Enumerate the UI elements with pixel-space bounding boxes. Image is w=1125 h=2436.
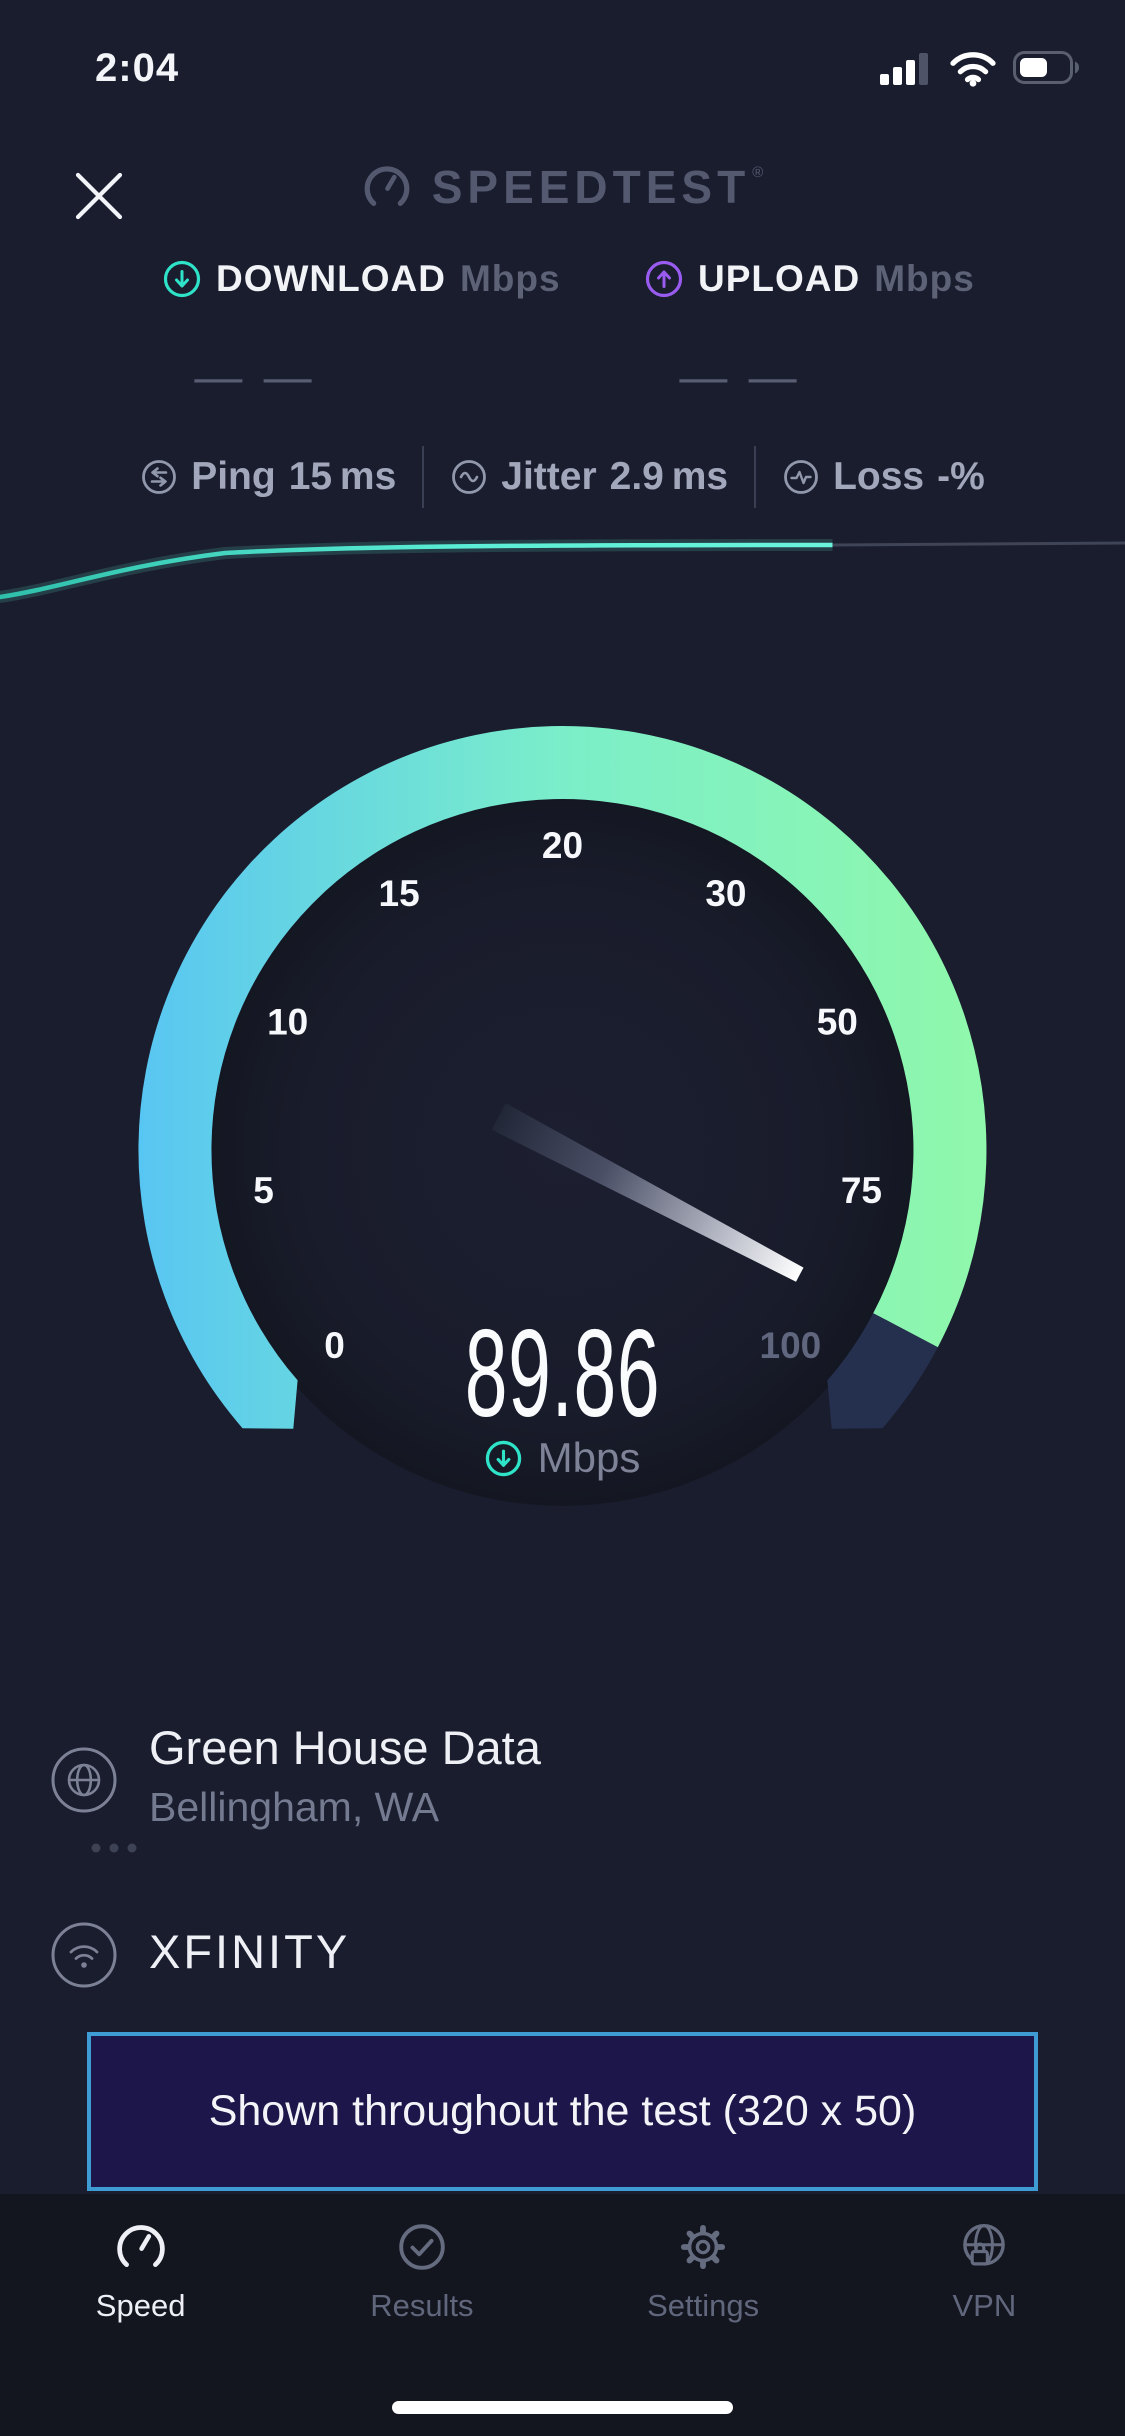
server-location: Bellingham, WA [149, 1784, 440, 1830]
ping-metric: Ping 15 ms [140, 455, 396, 499]
upload-header: UPLOAD Mbps [644, 258, 975, 300]
upload-arrow-icon [645, 260, 683, 298]
server-name: Green House Data [149, 1721, 541, 1774]
gauge-tick-15: 15 [379, 873, 420, 914]
download-value-placeholder: — — [194, 351, 316, 404]
gauge-tick-5: 5 [253, 1170, 274, 1211]
tab-results[interactable]: Results [281, 2194, 562, 2436]
vpn-globe-lock-icon [963, 2223, 1006, 2266]
server-globe-icon [51, 1747, 117, 1813]
tab-bar: Speed Results [0, 2194, 1125, 2436]
loss-icon [784, 460, 818, 494]
separator [422, 446, 425, 508]
jitter-icon [452, 460, 487, 494]
separator [754, 446, 757, 508]
gauge-tick-labels: 0 5 10 15 20 30 50 75 100 [253, 825, 882, 1366]
speed-gauge-icon [116, 2225, 165, 2268]
upload-label: UPLOAD [698, 258, 861, 299]
progress-sparkline [0, 539, 1125, 603]
close-icon[interactable] [74, 172, 124, 220]
loss-value: -% [937, 455, 985, 498]
upload-value-placeholder: — — [679, 351, 801, 404]
server-options-ellipsis-icon[interactable] [88, 1840, 142, 1856]
gauge-tick-75: 75 [841, 1170, 882, 1211]
ad-banner-text: Shown throughout the test (320 x 50) [208, 2087, 917, 2135]
battery-icon [1013, 51, 1079, 84]
ping-label: Ping [191, 455, 276, 498]
status-time: 2:04 [95, 46, 180, 90]
results-check-icon [399, 2224, 445, 2270]
home-indicator[interactable] [392, 2401, 733, 2414]
download-arrow-icon [485, 1440, 521, 1476]
speed-gauge: 0 5 10 15 20 30 50 75 100 [138, 725, 987, 1506]
isp-wifi-icon [51, 1922, 117, 1988]
speed-graph-and-gauge: 0 5 10 15 20 30 50 75 100 [0, 539, 1125, 1506]
download-header: DOWNLOAD Mbps [162, 258, 561, 300]
tab-settings[interactable]: Settings [563, 2194, 844, 2436]
tab-speed[interactable]: Speed [0, 2194, 281, 2436]
download-label: DOWNLOAD [216, 258, 446, 299]
tab-vpn[interactable]: VPN [844, 2194, 1125, 2436]
gauge-arc-remainder [827, 1313, 938, 1429]
jitter-metric: Jitter 2.9 ms [450, 455, 728, 499]
gauge-tick-0: 0 [324, 1325, 345, 1366]
loss-metric: Loss -% [782, 455, 985, 499]
gauge-tick-50: 50 [817, 1002, 858, 1043]
tab-label: VPN [952, 2288, 1017, 2323]
current-speed-unit: Mbps [537, 1434, 641, 1481]
gauge-tick-100: 100 [760, 1325, 822, 1366]
status-icons [879, 48, 1083, 88]
ping-icon [142, 460, 177, 494]
gauge-tick-10: 10 [267, 1002, 308, 1043]
gauge-tick-20: 20 [542, 825, 583, 866]
jitter-value: 2.9 ms [609, 455, 729, 498]
tab-label: Results [370, 2288, 474, 2323]
jitter-label: Jitter [501, 455, 597, 498]
upload-unit: Mbps [874, 258, 975, 299]
current-speed-unit-row: Mbps [0, 1434, 1125, 1482]
speedtest-logo: SPEEDTEST ® [0, 160, 1125, 214]
ad-banner[interactable]: Shown throughout the test (320 x 50) [87, 2032, 1038, 2191]
wifi-icon [950, 52, 996, 87]
current-speed-value: 89.86 [464, 1305, 661, 1443]
speedtest-gauge-icon [364, 166, 410, 206]
ping-value: 15 ms [288, 455, 397, 498]
trademark: ® [752, 164, 764, 181]
gauge-tick-30: 30 [705, 873, 746, 914]
tab-label: Settings [647, 2288, 760, 2323]
latency-row: Ping 15 ms Jitter 2.9 ms Loss -% [0, 446, 1125, 508]
download-arrow-icon [163, 260, 201, 298]
close-button[interactable] [74, 172, 124, 220]
cellular-signal-icon [880, 53, 928, 85]
logo-text: SPEEDTEST [431, 161, 751, 213]
tab-label: Speed [95, 2288, 186, 2323]
gauge-arc-filled [138, 725, 987, 1429]
gauge-needle [491, 1103, 804, 1282]
isp-name: XFINITY [149, 1925, 351, 1978]
loss-label: Loss [833, 455, 925, 498]
settings-gear-icon [681, 2224, 726, 2270]
download-unit: Mbps [459, 258, 561, 299]
